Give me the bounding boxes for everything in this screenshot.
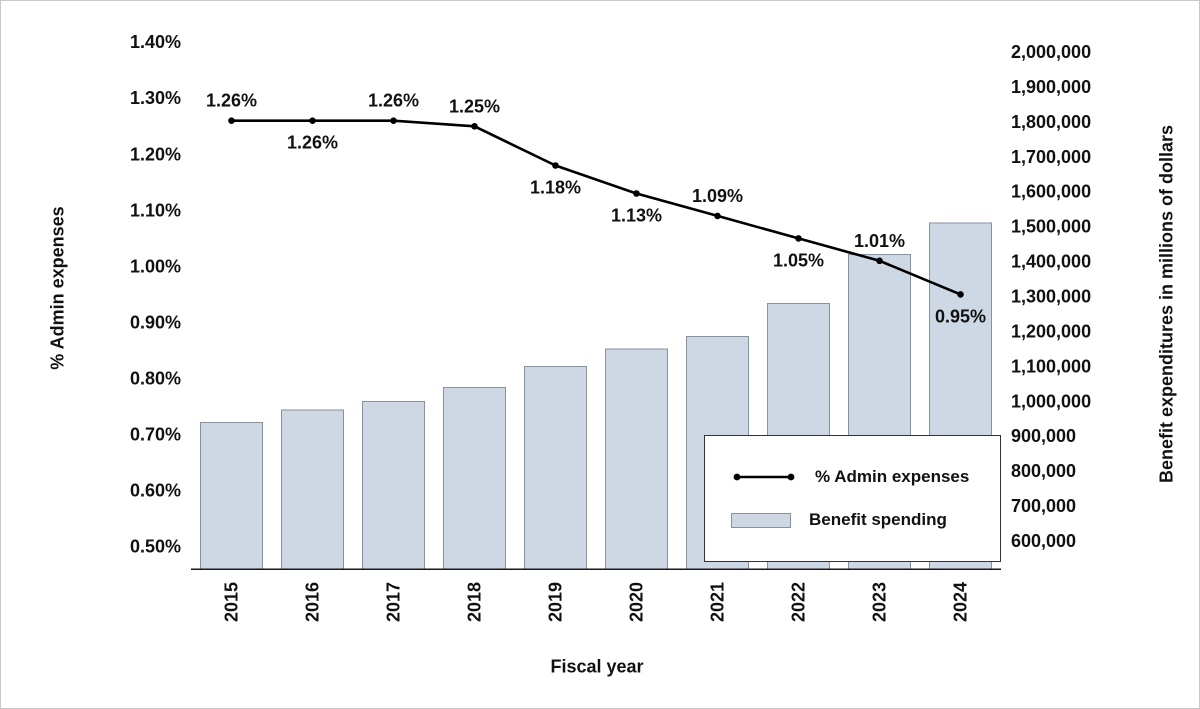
right-axis-tick-label: 1,600,000 bbox=[1011, 182, 1091, 202]
legend-item-benefit-spending: Benefit spending bbox=[731, 510, 990, 530]
left-axis-title: % Admin expenses bbox=[47, 206, 68, 370]
admin-expenses-data-label: 1.18% bbox=[530, 178, 581, 198]
admin-expenses-data-label: 1.01% bbox=[854, 231, 905, 251]
x-axis-tick-label: 2022 bbox=[789, 582, 809, 622]
right-axis-tick-label: 1,000,000 bbox=[1011, 391, 1091, 411]
admin-expenses-data-label: 1.26% bbox=[206, 91, 257, 111]
admin-expenses-point bbox=[957, 291, 964, 298]
admin-expenses-data-label: 1.13% bbox=[611, 206, 662, 226]
admin-expenses-point bbox=[309, 117, 316, 124]
right-axis-tick-label: 1,500,000 bbox=[1011, 217, 1091, 237]
x-axis-tick-label: 2016 bbox=[303, 582, 323, 622]
admin-expenses-data-label: 0.95% bbox=[935, 306, 986, 326]
x-axis-tick-label: 2021 bbox=[708, 582, 728, 622]
legend-item-admin-expenses: % Admin expenses bbox=[731, 467, 990, 487]
admin-expenses-point bbox=[633, 190, 640, 197]
benefit-spending-bar bbox=[443, 386, 506, 570]
admin-expenses-point bbox=[795, 235, 802, 242]
admin-expenses-point bbox=[714, 212, 721, 220]
x-axis-tick-label: 2023 bbox=[870, 582, 890, 622]
right-axis-tick-label: 600,000 bbox=[1011, 531, 1076, 551]
left-axis-tick-label: 1.00% bbox=[130, 256, 181, 276]
left-axis-tick-label: 0.60% bbox=[130, 481, 181, 501]
right-axis-tick-label: 1,800,000 bbox=[1011, 112, 1091, 132]
admin-expenses-point bbox=[228, 117, 235, 124]
right-axis-tick-label: 900,000 bbox=[1011, 426, 1076, 446]
right-axis-tick-label: 1,100,000 bbox=[1011, 356, 1091, 376]
x-axis-tick-label: 2020 bbox=[627, 582, 647, 622]
right-axis-tick-label: 2,000,000 bbox=[1011, 42, 1091, 62]
benefit-spending-bar bbox=[362, 400, 425, 570]
admin-expenses-data-label: 1.09% bbox=[692, 186, 743, 206]
benefit-spending-bar bbox=[200, 421, 263, 570]
admin-expenses-data-label: 1.26% bbox=[287, 133, 338, 153]
left-axis-tick-label: 0.90% bbox=[130, 312, 181, 332]
right-axis-tick-label: 1,200,000 bbox=[1011, 321, 1091, 341]
benefit-spending-bar bbox=[524, 365, 587, 570]
admin-expenses-data-label: 1.26% bbox=[368, 91, 419, 111]
x-axis-tick-label: 2024 bbox=[951, 582, 971, 622]
right-axis-tick-label: 1,300,000 bbox=[1011, 287, 1091, 307]
x-axis-tick-label: 2019 bbox=[546, 582, 566, 622]
left-axis-tick-label: 1.30% bbox=[130, 88, 181, 108]
legend-label-benefit-spending: Benefit spending bbox=[809, 510, 947, 529]
admin-expenses-point bbox=[390, 117, 397, 124]
left-axis-tick-label: 0.80% bbox=[130, 369, 181, 389]
legend: % Admin expenses Benefit spending bbox=[704, 435, 1001, 562]
admin-expenses-point bbox=[471, 123, 478, 130]
benefit-spending-bar bbox=[605, 348, 668, 570]
admin-expenses-data-label: 1.05% bbox=[773, 250, 824, 270]
left-axis-tick-label: 0.50% bbox=[130, 537, 181, 557]
right-axis-tick-label: 1,700,000 bbox=[1011, 147, 1091, 167]
left-axis-tick-label: 1.20% bbox=[130, 144, 181, 164]
line-swatch-icon bbox=[733, 473, 795, 481]
admin-expenses-data-label: 1.25% bbox=[449, 96, 500, 116]
x-axis-tick-label: 2015 bbox=[222, 582, 242, 622]
left-axis-tick-label: 1.40% bbox=[130, 32, 181, 52]
right-axis-tick-label: 1,400,000 bbox=[1011, 252, 1091, 272]
right-axis-tick-label: 1,900,000 bbox=[1011, 77, 1091, 97]
x-axis-tick-label: 2017 bbox=[384, 582, 404, 622]
admin-expenses-point bbox=[876, 257, 883, 265]
admin-expenses-point bbox=[552, 162, 559, 169]
left-axis-tick-label: 1.10% bbox=[130, 200, 181, 220]
bar-swatch-icon bbox=[731, 512, 791, 528]
legend-label-admin-expenses: % Admin expenses bbox=[815, 467, 970, 486]
admin-expenses-line bbox=[230, 119, 962, 296]
right-axis-title: Benefit expenditures in millions of doll… bbox=[1156, 124, 1177, 484]
x-axis-title: Fiscal year bbox=[550, 656, 644, 677]
benefit-spending-bar bbox=[281, 409, 344, 570]
right-axis-tick-label: 700,000 bbox=[1011, 496, 1076, 516]
left-axis-tick-label: 0.70% bbox=[130, 425, 181, 445]
right-axis-tick-label: 800,000 bbox=[1011, 461, 1076, 481]
x-axis-tick-label: 2018 bbox=[465, 582, 485, 622]
